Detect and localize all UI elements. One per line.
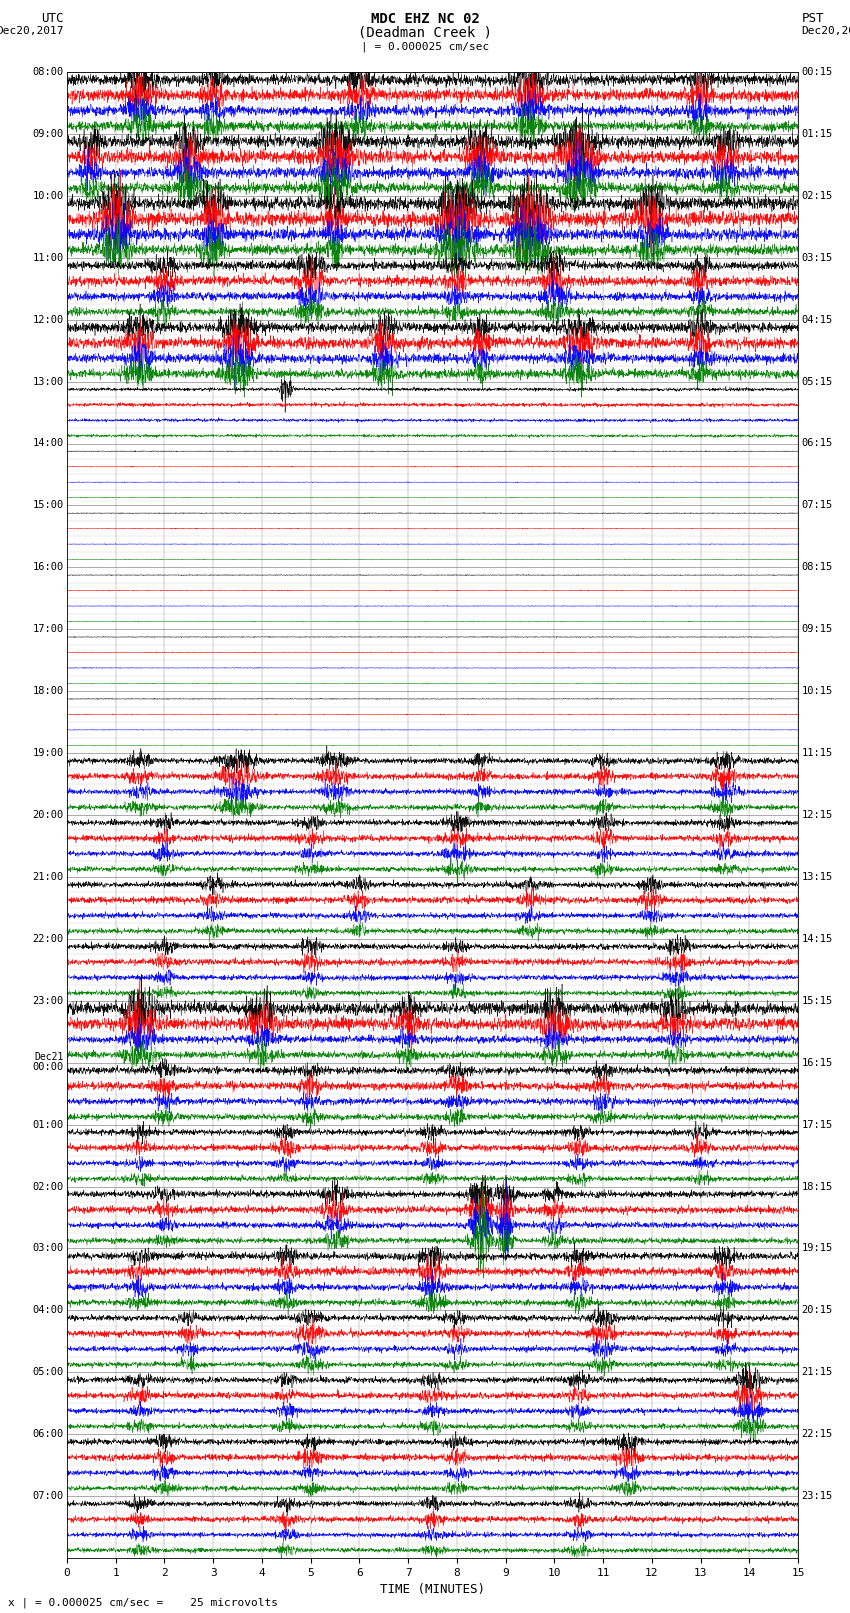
Text: 16:00: 16:00 <box>32 563 64 573</box>
Text: 12:15: 12:15 <box>802 810 833 819</box>
Text: 08:00: 08:00 <box>32 68 64 77</box>
Text: Dec20,2017: Dec20,2017 <box>802 26 850 35</box>
Text: 18:15: 18:15 <box>802 1181 833 1192</box>
Text: 23:15: 23:15 <box>802 1490 833 1502</box>
Text: 05:15: 05:15 <box>802 376 833 387</box>
X-axis label: TIME (MINUTES): TIME (MINUTES) <box>380 1584 485 1597</box>
Text: 22:15: 22:15 <box>802 1429 833 1439</box>
Text: 12:00: 12:00 <box>32 315 64 324</box>
Text: 13:00: 13:00 <box>32 376 64 387</box>
Text: 07:00: 07:00 <box>32 1490 64 1502</box>
Text: UTC: UTC <box>41 11 64 24</box>
Text: 10:15: 10:15 <box>802 686 833 697</box>
Text: 21:00: 21:00 <box>32 873 64 882</box>
Text: 06:15: 06:15 <box>802 439 833 448</box>
Text: 08:15: 08:15 <box>802 563 833 573</box>
Text: 15:15: 15:15 <box>802 995 833 1007</box>
Text: PST: PST <box>802 11 824 24</box>
Text: 17:15: 17:15 <box>802 1119 833 1129</box>
Text: 06:00: 06:00 <box>32 1429 64 1439</box>
Text: 00:15: 00:15 <box>802 68 833 77</box>
Text: 19:00: 19:00 <box>32 748 64 758</box>
Text: 03:15: 03:15 <box>802 253 833 263</box>
Text: 07:15: 07:15 <box>802 500 833 510</box>
Text: 10:00: 10:00 <box>32 190 64 202</box>
Text: 15:00: 15:00 <box>32 500 64 510</box>
Text: 01:15: 01:15 <box>802 129 833 139</box>
Text: 18:00: 18:00 <box>32 686 64 697</box>
Text: 04:00: 04:00 <box>32 1305 64 1315</box>
Text: 03:00: 03:00 <box>32 1244 64 1253</box>
Text: 14:00: 14:00 <box>32 439 64 448</box>
Text: 21:15: 21:15 <box>802 1368 833 1378</box>
Text: 16:15: 16:15 <box>802 1058 833 1068</box>
Text: 05:00: 05:00 <box>32 1368 64 1378</box>
Text: 11:00: 11:00 <box>32 253 64 263</box>
Text: (Deadman Creek ): (Deadman Creek ) <box>358 26 492 40</box>
Text: 02:15: 02:15 <box>802 190 833 202</box>
Text: Dec20,2017: Dec20,2017 <box>0 26 64 35</box>
Text: 20:00: 20:00 <box>32 810 64 819</box>
Text: MDC EHZ NC 02: MDC EHZ NC 02 <box>371 11 479 26</box>
Text: | = 0.000025 cm/sec: | = 0.000025 cm/sec <box>361 40 489 52</box>
Text: 09:00: 09:00 <box>32 129 64 139</box>
Text: 20:15: 20:15 <box>802 1305 833 1315</box>
Text: 13:15: 13:15 <box>802 873 833 882</box>
Text: 04:15: 04:15 <box>802 315 833 324</box>
Text: x | = 0.000025 cm/sec =    25 microvolts: x | = 0.000025 cm/sec = 25 microvolts <box>8 1597 279 1608</box>
Text: 19:15: 19:15 <box>802 1244 833 1253</box>
Text: 23:00: 23:00 <box>32 995 64 1007</box>
Text: Dec21: Dec21 <box>34 1052 64 1061</box>
Text: 02:00: 02:00 <box>32 1181 64 1192</box>
Text: 14:15: 14:15 <box>802 934 833 944</box>
Text: 22:00: 22:00 <box>32 934 64 944</box>
Text: 17:00: 17:00 <box>32 624 64 634</box>
Text: 09:15: 09:15 <box>802 624 833 634</box>
Text: 11:15: 11:15 <box>802 748 833 758</box>
Text: 00:00: 00:00 <box>32 1061 64 1071</box>
Text: 01:00: 01:00 <box>32 1119 64 1129</box>
